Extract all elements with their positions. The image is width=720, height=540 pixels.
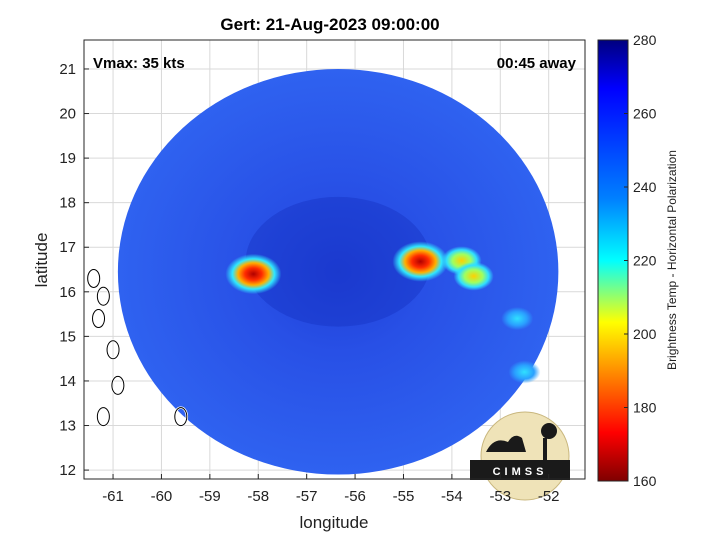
colorbar-tick-label: 260 <box>633 106 657 122</box>
x-tick-label: -61 <box>102 488 124 505</box>
y-tick-label: 13 <box>59 418 76 435</box>
x-tick-label: -58 <box>247 488 269 505</box>
coastlines <box>86 268 189 427</box>
cimss-logo: CIMSS <box>470 411 570 501</box>
x-tick-label: -59 <box>199 488 221 505</box>
x-axis: -61 -60 -59 -58 -57 -56 -55 -54 -53 -52 <box>102 474 560 505</box>
x-tick-label: -52 <box>538 488 560 505</box>
cold-cloud-feature <box>453 261 494 291</box>
colorbar-tick-label: 200 <box>633 326 657 342</box>
plot-frame <box>83 39 586 480</box>
y-axis-label: latitude <box>32 233 51 288</box>
time-away-annotation: 00:45 away <box>497 55 577 72</box>
y-tick-label: 12 <box>59 462 76 479</box>
y-axis: 12 13 14 15 16 17 18 19 20 21 <box>59 61 89 479</box>
island-outline <box>96 407 110 427</box>
cold-cloud-feature <box>508 360 541 384</box>
y-tick-label: 14 <box>59 373 76 390</box>
cold-cloud-feature <box>392 241 449 282</box>
swath-disk <box>117 68 559 475</box>
y-tick-label: 16 <box>59 284 76 301</box>
x-tick-label: -56 <box>344 488 366 505</box>
island-outline <box>174 407 188 427</box>
vmax-annotation: Vmax: 35 kts <box>93 55 185 72</box>
island-outline <box>111 375 125 395</box>
x-tick-label: -53 <box>489 488 511 505</box>
colorbar-tick-label: 220 <box>633 253 657 269</box>
island-outline <box>87 268 101 288</box>
cold-cloud-feature <box>225 253 282 295</box>
island-outline <box>92 309 106 329</box>
colorbar-tick-label: 180 <box>633 400 657 416</box>
chart-title: Gert: 21-Aug-2023 09:00:00 <box>220 15 439 34</box>
y-tick-label: 15 <box>59 328 76 345</box>
colorbar <box>597 39 629 482</box>
colorbar-ticks: 160 180 200 220 240 260 280 <box>624 32 657 489</box>
x-axis-label: longitude <box>299 513 368 532</box>
cold-cloud-feature <box>501 307 534 331</box>
y-tick-label: 18 <box>59 195 76 212</box>
swath-core <box>245 196 431 327</box>
colorbar-tick-label: 240 <box>633 179 657 195</box>
y-tick-label: 17 <box>59 239 76 256</box>
colorbar-tick-label: 280 <box>633 32 657 48</box>
colorbar-label: Brightness Temp - Horizontal Polarizatio… <box>665 150 679 370</box>
x-tick-label: -54 <box>441 488 463 505</box>
x-tick-label: -55 <box>393 488 415 505</box>
microwave-swath <box>117 68 559 475</box>
island-outline <box>106 340 120 360</box>
colorbar-tick-label: 160 <box>633 473 657 489</box>
y-tick-label: 21 <box>59 61 76 78</box>
convection-features <box>225 241 541 384</box>
logo-text: CIMSS <box>493 466 548 478</box>
x-tick-label: -57 <box>296 488 318 505</box>
y-tick-label: 19 <box>59 150 76 167</box>
island-outline <box>96 286 110 306</box>
x-tick-label: -60 <box>151 488 173 505</box>
y-tick-label: 20 <box>59 106 76 123</box>
